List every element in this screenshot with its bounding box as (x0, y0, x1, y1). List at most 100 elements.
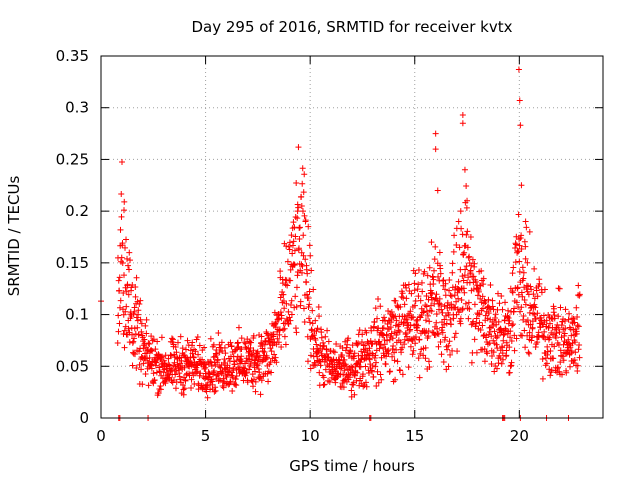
data-point (557, 359, 564, 366)
data-point (124, 281, 131, 288)
data-point (465, 274, 472, 281)
data-point (439, 329, 446, 336)
data-point (129, 331, 136, 338)
data-point (195, 380, 202, 387)
data-point (294, 215, 301, 222)
data-point (291, 247, 298, 254)
data-point (230, 358, 237, 365)
data-point (412, 340, 419, 347)
data-point (311, 332, 318, 339)
data-point (233, 373, 240, 380)
data-point (382, 361, 389, 368)
data-point (538, 317, 545, 324)
data-point (517, 234, 524, 241)
data-point (125, 262, 132, 269)
data-point (460, 285, 467, 292)
data-point (298, 193, 305, 200)
data-point (192, 348, 199, 355)
data-point (414, 327, 421, 334)
data-point (444, 299, 451, 306)
data-point (410, 314, 417, 321)
data-point (183, 371, 190, 378)
data-point (499, 344, 506, 351)
data-point (434, 325, 441, 332)
data-point (300, 252, 307, 259)
data-point (472, 323, 479, 330)
data-point (506, 344, 513, 351)
data-point (386, 336, 393, 343)
data-point (301, 319, 308, 326)
data-point (217, 377, 224, 384)
data-point (301, 171, 308, 178)
data-point (425, 358, 432, 365)
data-point (509, 289, 516, 296)
data-point (326, 379, 333, 386)
data-point (474, 292, 481, 299)
data-point (363, 383, 370, 390)
data-point (412, 297, 419, 304)
data-point (543, 317, 550, 324)
data-point (442, 334, 449, 341)
data-point (426, 363, 433, 370)
data-point (401, 336, 408, 343)
data-point (190, 354, 197, 361)
data-point (176, 370, 183, 377)
data-point (502, 325, 509, 332)
data-point (286, 314, 293, 321)
data-point (481, 358, 488, 365)
data-point (406, 327, 413, 334)
data-point (567, 326, 574, 333)
data-point (416, 336, 423, 343)
data-point (316, 313, 323, 320)
data-point (555, 313, 562, 320)
data-point (470, 286, 477, 293)
data-point (155, 390, 162, 397)
data-point (280, 297, 287, 304)
data-point (131, 335, 138, 342)
data-point (551, 315, 558, 322)
data-point (403, 316, 410, 323)
data-point (122, 308, 129, 315)
data-point (469, 320, 476, 327)
data-point (524, 288, 531, 295)
data-point (340, 384, 347, 391)
data-point (472, 278, 479, 285)
data-point (440, 358, 447, 365)
data-point (436, 295, 443, 302)
data-point (279, 289, 286, 296)
data-point (366, 355, 373, 362)
data-point (300, 232, 307, 239)
data-point (466, 260, 473, 267)
data-point (146, 354, 153, 361)
data-point (212, 350, 219, 357)
data-point (466, 253, 473, 260)
data-point (528, 286, 535, 293)
data-point (455, 295, 462, 302)
data-point (234, 339, 241, 346)
data-point (371, 319, 378, 326)
data-point (219, 348, 226, 355)
data-point (401, 341, 408, 348)
data-point (134, 324, 141, 331)
data-point (184, 355, 191, 362)
data-point (476, 319, 483, 326)
data-point (511, 332, 518, 339)
data-point (129, 281, 136, 288)
data-point (431, 256, 438, 263)
data-point (417, 297, 424, 304)
data-points (98, 66, 583, 421)
data-point (116, 304, 123, 311)
data-point (285, 308, 292, 315)
data-point (508, 338, 515, 345)
data-point (516, 242, 523, 249)
data-point (181, 364, 188, 371)
data-point (321, 342, 328, 349)
data-point (477, 295, 484, 302)
data-point (518, 304, 525, 311)
data-point (194, 368, 201, 375)
data-point (272, 354, 279, 361)
data-point (494, 345, 501, 352)
data-point (512, 245, 519, 252)
data-point (174, 339, 181, 346)
data-point (532, 315, 539, 322)
